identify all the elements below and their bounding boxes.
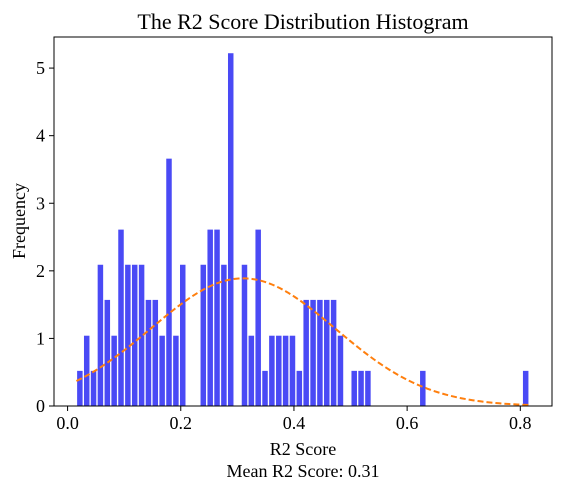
histogram-bar xyxy=(289,335,296,406)
x-tick-label: 0.6 xyxy=(396,413,419,433)
bars-group xyxy=(77,53,529,406)
histogram-bar xyxy=(125,264,131,406)
y-tick-label: 2 xyxy=(36,261,45,281)
histogram-bar xyxy=(227,53,234,406)
histogram-bar xyxy=(118,229,124,406)
histogram-bar xyxy=(276,335,282,406)
x-tick-label: 0.2 xyxy=(170,413,193,433)
x-tick-label: 0.4 xyxy=(283,413,306,433)
y-tick-label: 4 xyxy=(36,126,45,146)
histogram-bar xyxy=(173,335,179,406)
chart-title: The R2 Score Distribution Histogram xyxy=(137,9,468,34)
histogram-bar xyxy=(303,299,309,406)
histogram-bar xyxy=(221,264,227,406)
x-axis-label: R2 Score xyxy=(270,439,337,459)
histogram-bar xyxy=(358,370,364,406)
histogram-bar xyxy=(207,229,213,406)
histogram-bar xyxy=(166,158,172,406)
histogram-bar xyxy=(214,229,220,406)
histogram-bar xyxy=(337,335,344,406)
histogram-bar xyxy=(296,370,303,406)
histogram-bar xyxy=(255,229,261,406)
y-axis-label: Frequency xyxy=(9,183,29,259)
y-tick-label: 5 xyxy=(36,58,45,78)
histogram-bar xyxy=(420,370,426,406)
histogram-bar xyxy=(310,299,316,406)
plot-frame xyxy=(53,36,553,407)
histogram-bar xyxy=(131,264,138,406)
histogram-bar xyxy=(138,264,145,406)
histogram-bar xyxy=(241,264,248,406)
histogram-bar xyxy=(282,335,289,406)
histogram-bar xyxy=(180,264,186,406)
histogram-bar xyxy=(97,264,104,406)
x-tick-label: 0.0 xyxy=(56,413,79,433)
y-tick-label: 1 xyxy=(36,328,45,348)
histogram-bar xyxy=(111,335,117,406)
histogram-bar xyxy=(365,370,371,406)
y-axis: 0 1 2 3 4 5 xyxy=(36,58,54,416)
x-tick-label: 0.8 xyxy=(509,413,532,433)
histogram-bar xyxy=(317,299,323,406)
histogram-bar xyxy=(77,370,83,406)
histogram-bar xyxy=(152,299,159,406)
y-tick-label: 3 xyxy=(36,193,45,213)
histogram-bar xyxy=(269,335,275,406)
histogram-bar xyxy=(262,370,268,406)
histogram-bar xyxy=(351,370,357,406)
histogram-bar xyxy=(522,370,529,406)
histogram-bar xyxy=(83,335,90,406)
mean-annotation: Mean R2 Score: 0.31 xyxy=(227,461,380,481)
histogram-bar xyxy=(200,264,207,406)
normal-fit-curve xyxy=(75,277,530,406)
histogram-bar xyxy=(159,335,165,406)
histogram-bar xyxy=(324,299,330,406)
x-axis: 0.0 0.2 0.4 0.6 0.8 xyxy=(56,406,532,433)
histogram-bar xyxy=(248,335,255,406)
y-tick-label: 0 xyxy=(36,396,45,416)
histogram-bar xyxy=(90,370,97,406)
histogram-bar xyxy=(104,299,111,406)
histogram-bar xyxy=(145,299,152,406)
histogram-bar xyxy=(330,299,337,406)
